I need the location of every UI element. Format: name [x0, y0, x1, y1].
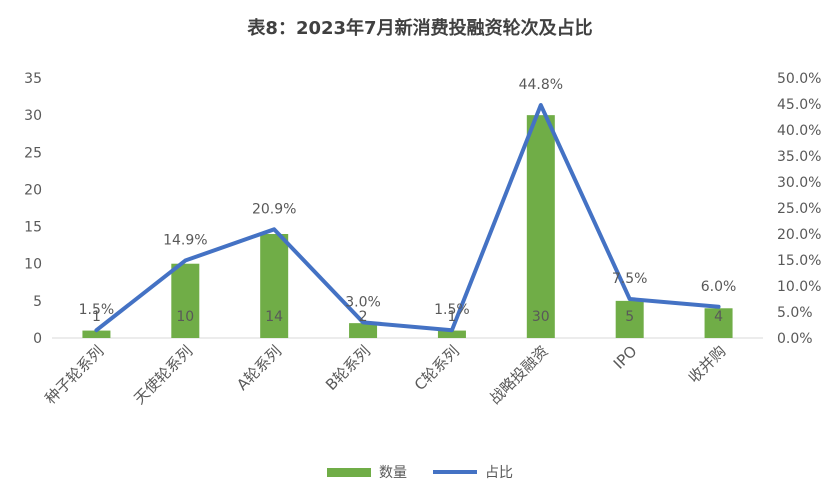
y-right-tick-label: 25.0%: [777, 201, 821, 217]
y-right-tick-label: 5.0%: [777, 305, 813, 321]
y-right-tick-label: 30.0%: [777, 175, 821, 191]
y-left-tick-label: 30: [24, 108, 42, 124]
bar: [526, 115, 555, 339]
bar-value-label: 1: [92, 309, 101, 325]
x-tick-label: 战略投融资: [486, 342, 552, 408]
x-tick-label: 种子轮系列: [41, 342, 107, 408]
y-right-tick-label: 50.0%: [777, 71, 821, 87]
y-right-tick-label: 20.0%: [777, 227, 821, 243]
line-value-label: 14.9%: [163, 233, 207, 249]
y-left-tick-label: 15: [24, 220, 42, 236]
line-value-label: 6.0%: [701, 279, 737, 295]
x-tick-label: 收并购: [685, 342, 730, 387]
bar: [171, 263, 200, 338]
line-value-label: 20.9%: [252, 201, 296, 217]
bar-value-label: 30: [532, 309, 550, 325]
bar-value-label: 4: [714, 309, 723, 325]
legend-item-bar: 数量: [327, 462, 407, 482]
legend-item-line: 占比: [433, 462, 513, 482]
y-left-tick-label: 0: [33, 331, 42, 347]
line-value-label: 7.5%: [612, 271, 648, 287]
y-right-tick-label: 40.0%: [777, 123, 821, 139]
x-tick-label: 天使轮系列: [130, 342, 196, 408]
bar: [260, 234, 289, 338]
y-right-tick-label: 45.0%: [777, 97, 821, 113]
x-tick-label: B轮系列: [322, 342, 374, 394]
y-left-tick-label: 25: [24, 145, 42, 161]
y-left-tick-label: 10: [24, 257, 42, 273]
chart-title: 表8：2023年7月新消费投融资轮次及占比: [247, 18, 593, 39]
bar-value-label: 10: [176, 309, 194, 325]
y-right-tick-label: 35.0%: [777, 149, 821, 165]
legend-label-bar: 数量: [379, 465, 407, 481]
y-left-tick-label: 20: [24, 182, 42, 198]
y-right-tick-label: 10.0%: [777, 279, 821, 295]
line-value-label: 3.0%: [345, 294, 381, 310]
y-left-tick-label: 35: [24, 71, 42, 87]
x-tick-label: C轮系列: [411, 342, 463, 394]
bar-value-label: 14: [265, 309, 283, 325]
legend-label-line: 占比: [485, 465, 513, 481]
bar: [349, 323, 378, 338]
legend: 数量 占比: [0, 462, 840, 482]
line-value-label: 1.5%: [434, 302, 470, 318]
y-right-tick-label: 15.0%: [777, 253, 821, 269]
x-tick-label: IPO: [610, 342, 641, 373]
bar: [82, 330, 111, 338]
legend-swatch-line: [433, 470, 477, 474]
bar-value-label: 5: [625, 309, 634, 325]
line-value-label: 44.8%: [519, 77, 563, 93]
x-tick-label: A轮系列: [233, 342, 285, 394]
bar: [437, 330, 466, 338]
legend-swatch-bar: [327, 467, 371, 477]
bar: [615, 300, 644, 338]
bar-value-label: 1: [447, 309, 456, 325]
y-right-tick-label: 0.0%: [777, 331, 813, 347]
bar: [704, 308, 733, 338]
line-value-label: 1.5%: [79, 302, 115, 318]
bar-value-label: 2: [359, 309, 368, 325]
line-series: [94, 103, 721, 333]
y-left-tick-label: 5: [33, 294, 42, 310]
